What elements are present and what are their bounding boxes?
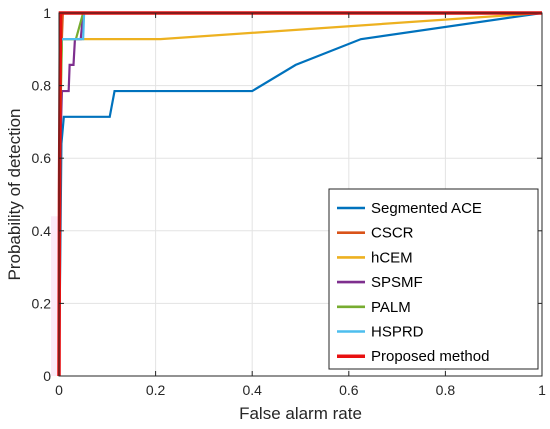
y-tick-label: 1 [43,5,51,21]
highlight-shade [51,216,61,376]
legend-label-segmented-ace: Segmented ACE [371,200,482,217]
y-tick-label: 0.4 [32,223,52,239]
series-line-segmented-ace [57,11,543,377]
y-axis-label: Probability of detection [5,109,24,281]
y-tick-label: 0 [43,368,51,384]
legend-label-proposed-method: Proposed method [371,348,489,365]
x-tick-label: 0.2 [146,382,166,398]
legend: Segmented ACE CSCR hCEM SPSMF PALM HSPRD Propo… [328,188,539,370]
x-tick-label: 0.8 [436,382,456,398]
legend-box [328,188,539,370]
x-axis-label: False alarm rate [239,404,362,423]
plot-frame [58,12,543,377]
legend-label-hsprd: HSPRD [371,324,424,341]
y-tick-label: 0.2 [32,295,52,311]
legend-label-spsmf: SPSMF [371,274,423,291]
x-tick-label: 0.4 [242,382,262,398]
legend-label-cscr: CSCR [371,225,414,242]
tick-labels: 0 0.2 0.4 0.6 0.8 1 0 0.2 0.4 0.6 0.8 1 [32,5,547,398]
legend-label-hcem: hCEM [371,249,413,266]
x-tick-label: 0.6 [339,382,359,398]
y-tick-label: 0.6 [32,150,52,166]
x-tick-label: 1 [538,382,546,398]
legend-label-palm: PALM [371,299,411,316]
x-tick-label: 0 [55,382,63,398]
y-tick-label: 0.8 [32,78,52,94]
